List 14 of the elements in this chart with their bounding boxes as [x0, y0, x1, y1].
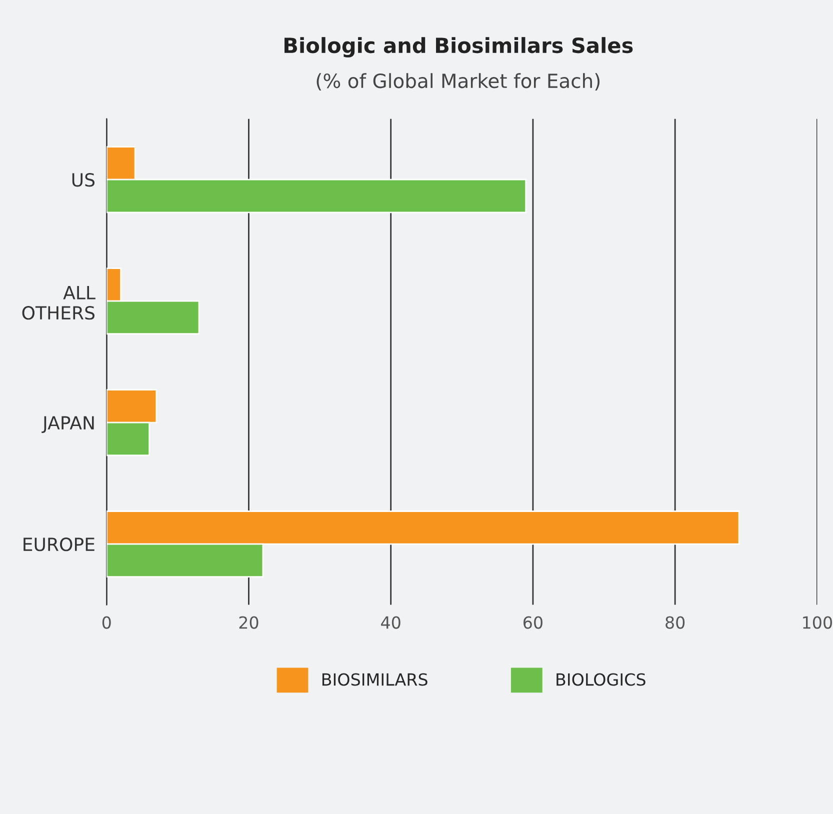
legend-label: BIOLOGICS — [556, 673, 646, 686]
chart-title: Biologic and Biosimilars Sales — [284, 37, 633, 58]
x-tick-label: 0 — [102, 616, 111, 629]
y-tick-label: JAPAN — [42, 416, 94, 434]
x-tick-label: 40 — [381, 616, 400, 629]
x-tick-label: 80 — [666, 616, 685, 629]
x-tick-label: 20 — [239, 616, 258, 629]
y-tick-label: US — [72, 173, 95, 187]
x-tick-label: 100 — [803, 616, 832, 629]
legend-label: BIOSIMILARS — [322, 673, 428, 686]
x-tick-label: 60 — [524, 616, 542, 629]
chart-subtitle: (% of Global Market for Each) — [316, 73, 600, 90]
y-tick-label: ALL OTHERS — [22, 286, 96, 320]
y-tick-label: EUROPE — [24, 538, 94, 552]
